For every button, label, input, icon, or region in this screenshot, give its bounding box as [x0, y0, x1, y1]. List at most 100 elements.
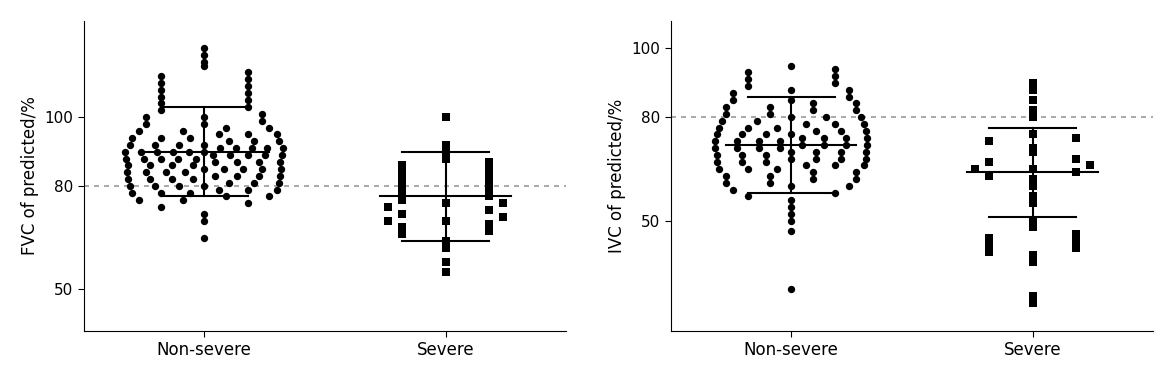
- Point: [782, 63, 801, 69]
- Point: [238, 83, 257, 89]
- Y-axis label: IVC of predicted/%: IVC of predicted/%: [608, 99, 626, 253]
- Point: [782, 87, 801, 93]
- Point: [169, 155, 188, 162]
- Point: [141, 162, 160, 168]
- Point: [130, 197, 149, 203]
- Point: [195, 142, 214, 148]
- Point: [184, 176, 203, 182]
- Point: [815, 142, 834, 148]
- Point: [1024, 293, 1043, 299]
- Point: [757, 159, 776, 165]
- Point: [479, 159, 498, 165]
- Point: [271, 159, 290, 165]
- Point: [268, 187, 286, 193]
- Point: [757, 131, 776, 138]
- Point: [271, 173, 290, 179]
- Point: [119, 176, 137, 182]
- Point: [724, 97, 743, 103]
- Point: [151, 93, 170, 100]
- Point: [195, 63, 214, 69]
- Point: [804, 107, 823, 113]
- Point: [1066, 245, 1085, 251]
- Point: [252, 166, 271, 172]
- Point: [706, 145, 724, 151]
- Point: [768, 125, 787, 131]
- Point: [782, 183, 801, 189]
- Point: [195, 59, 214, 65]
- Point: [249, 159, 268, 165]
- Point: [807, 128, 825, 134]
- Point: [733, 131, 751, 138]
- Point: [761, 173, 780, 179]
- Point: [261, 193, 279, 200]
- Point: [782, 204, 801, 210]
- Point: [717, 104, 736, 110]
- Point: [210, 145, 229, 151]
- Point: [724, 90, 743, 96]
- Point: [792, 142, 811, 148]
- Point: [1024, 193, 1043, 200]
- Point: [238, 104, 257, 110]
- Point: [782, 287, 801, 293]
- Point: [238, 131, 257, 138]
- Point: [437, 149, 456, 155]
- Point: [757, 152, 776, 158]
- Point: [839, 93, 858, 100]
- Point: [782, 114, 801, 120]
- Point: [244, 180, 263, 186]
- Point: [209, 131, 228, 138]
- Point: [494, 214, 513, 220]
- Point: [151, 100, 170, 106]
- Point: [238, 200, 257, 206]
- Point: [804, 169, 823, 176]
- Point: [855, 162, 873, 168]
- Point: [980, 159, 999, 165]
- Point: [494, 200, 513, 206]
- Point: [747, 118, 765, 124]
- Point: [980, 249, 999, 255]
- Point: [782, 97, 801, 103]
- Point: [738, 76, 757, 82]
- Point: [1024, 300, 1043, 306]
- Point: [1066, 155, 1085, 162]
- Point: [1024, 225, 1043, 231]
- Point: [1024, 145, 1043, 151]
- Point: [1024, 259, 1043, 265]
- Point: [825, 66, 844, 72]
- Point: [738, 70, 757, 76]
- Point: [738, 83, 757, 89]
- Point: [1024, 166, 1043, 172]
- Point: [258, 145, 277, 151]
- Point: [541, 56, 560, 62]
- Point: [220, 180, 238, 186]
- Point: [1024, 149, 1043, 155]
- Point: [1024, 80, 1043, 86]
- Point: [980, 242, 999, 248]
- Point: [205, 159, 224, 165]
- Point: [796, 162, 815, 168]
- Point: [234, 166, 252, 172]
- Point: [728, 145, 747, 151]
- Point: [782, 131, 801, 138]
- Point: [170, 183, 189, 189]
- Point: [214, 166, 232, 172]
- Point: [848, 107, 866, 113]
- Point: [479, 228, 498, 234]
- Point: [393, 169, 412, 176]
- Point: [238, 97, 257, 103]
- Point: [195, 114, 214, 120]
- Point: [708, 131, 727, 138]
- Point: [238, 76, 257, 82]
- Point: [1024, 252, 1043, 258]
- Point: [437, 245, 456, 251]
- Point: [479, 166, 498, 172]
- Point: [825, 162, 844, 168]
- Point: [437, 200, 456, 206]
- Point: [187, 155, 205, 162]
- Point: [1024, 97, 1043, 103]
- Y-axis label: FVC of predicted/%: FVC of predicted/%: [21, 97, 39, 255]
- Point: [836, 142, 855, 148]
- Point: [146, 142, 164, 148]
- Point: [242, 145, 261, 151]
- Point: [274, 145, 292, 151]
